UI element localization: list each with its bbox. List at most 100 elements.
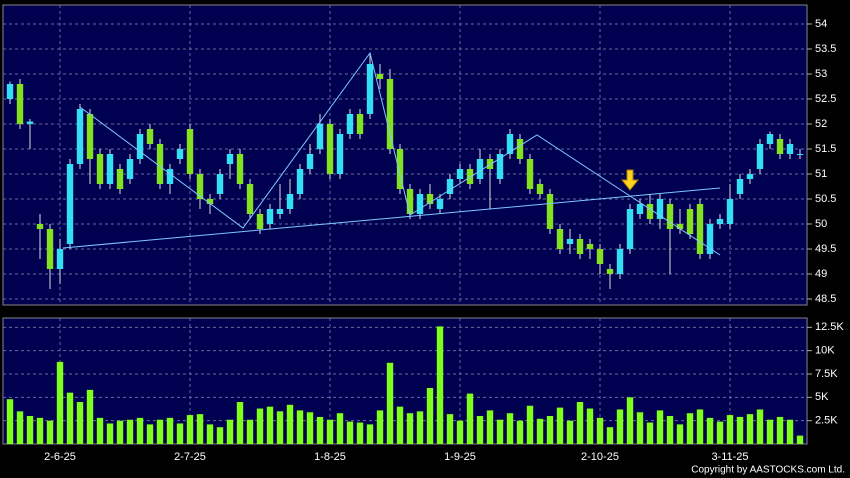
volume-bar — [686, 413, 694, 444]
candle-body — [126, 159, 134, 179]
volume-bar — [26, 416, 34, 444]
candle-body — [236, 154, 244, 184]
candle-body — [106, 154, 114, 184]
candle-body — [416, 194, 424, 214]
volume-bar — [346, 421, 354, 444]
candle-body — [76, 109, 84, 164]
volume-bar — [786, 419, 794, 444]
volume-bar — [546, 416, 554, 444]
volume-bar — [616, 409, 624, 444]
candle-body — [616, 249, 624, 274]
volume-bar — [656, 410, 664, 444]
candle-body — [446, 179, 454, 194]
candle-body — [296, 169, 304, 194]
y-tick-label: 50 — [815, 218, 827, 230]
volume-bar — [226, 419, 234, 444]
candle-body — [456, 169, 464, 179]
candle-body — [586, 244, 594, 249]
x-tick-label: 2-7-25 — [174, 451, 206, 463]
y-tick-label: 53 — [815, 68, 827, 80]
candle-body — [646, 204, 654, 219]
volume-bar — [76, 402, 84, 444]
candle-body — [746, 174, 754, 179]
candle-body — [96, 154, 104, 184]
volume-bar — [556, 407, 564, 444]
volume-bar — [406, 413, 414, 444]
volume-panel — [2, 317, 808, 445]
candle-body — [486, 159, 494, 169]
zigzag-line — [79, 51, 721, 256]
candle-body — [666, 204, 674, 229]
candle-body — [716, 219, 724, 224]
volume-bar — [116, 420, 124, 444]
candle-body — [116, 169, 124, 189]
candle-body — [386, 79, 394, 149]
candle-body — [246, 184, 254, 214]
candle-body — [16, 84, 24, 124]
volume-bar — [776, 416, 784, 444]
candle-body — [256, 214, 264, 229]
volume-bar — [416, 411, 424, 444]
volume-bar — [66, 392, 74, 444]
y-tick-label: 52 — [815, 118, 827, 130]
candle-body — [306, 154, 314, 169]
volume-bar — [736, 416, 744, 444]
candle-body — [536, 184, 544, 194]
y-tick-label: 48.5 — [815, 293, 836, 305]
volume-bar — [466, 393, 474, 444]
copyright: Copyright by AASTOCKS.com Ltd. — [691, 465, 845, 476]
volume-bar — [16, 411, 24, 444]
volume-bar — [286, 404, 294, 444]
y-tick-label: 52.5 — [815, 93, 836, 105]
candle-body — [696, 204, 704, 254]
volume-bar — [336, 413, 344, 444]
candle-body — [56, 249, 64, 269]
candle-body — [676, 224, 684, 229]
volume-bar — [36, 417, 44, 444]
candle-body — [756, 144, 764, 169]
volume-bar — [596, 417, 604, 444]
volume-bar — [106, 423, 114, 444]
volume-bar — [796, 435, 804, 444]
volume-bar — [366, 424, 374, 444]
candle-body — [406, 189, 414, 214]
volume-bar — [156, 419, 164, 444]
y-tick-label: 12.5K — [815, 321, 844, 333]
y-tick-label: 51.5 — [815, 143, 836, 155]
volume-bar — [136, 417, 144, 444]
y-tick-label: 49 — [815, 268, 827, 280]
candle-body — [766, 134, 774, 144]
candle-body — [356, 114, 364, 134]
y-tick-label: 54 — [815, 18, 827, 30]
candle-body — [786, 144, 794, 154]
candle-body — [216, 174, 224, 194]
y-tick-label: 5K — [815, 391, 829, 403]
x-tick-label: 1-8-25 — [314, 451, 346, 463]
volume-bar — [396, 406, 404, 444]
volume-bar — [526, 405, 534, 444]
volume-bar — [126, 419, 134, 444]
volume-bar — [216, 427, 224, 444]
marks — [6, 54, 804, 444]
candle-body — [626, 209, 634, 249]
y-tick-label: 7.5K — [815, 368, 838, 380]
x-tick-label: 1-9-25 — [444, 451, 476, 463]
volume-bar — [316, 416, 324, 444]
volume-bar — [6, 399, 14, 444]
candle-body — [276, 209, 284, 214]
candle-body — [556, 229, 564, 249]
volume-bar — [456, 420, 464, 444]
candle-body — [546, 194, 554, 229]
candle-body — [26, 121, 34, 124]
x-tick-label: 2-10-25 — [581, 451, 619, 463]
y-tick-label: 53.5 — [815, 43, 836, 55]
candle-body — [606, 269, 614, 274]
volume-bar — [206, 424, 214, 444]
y-tick-label: 49.5 — [815, 243, 836, 255]
candle-body — [316, 124, 324, 149]
candle-body — [526, 159, 534, 189]
candle-body — [796, 154, 804, 155]
candle-body — [516, 139, 524, 159]
volume-bar — [146, 424, 154, 444]
candle-body — [66, 164, 74, 244]
